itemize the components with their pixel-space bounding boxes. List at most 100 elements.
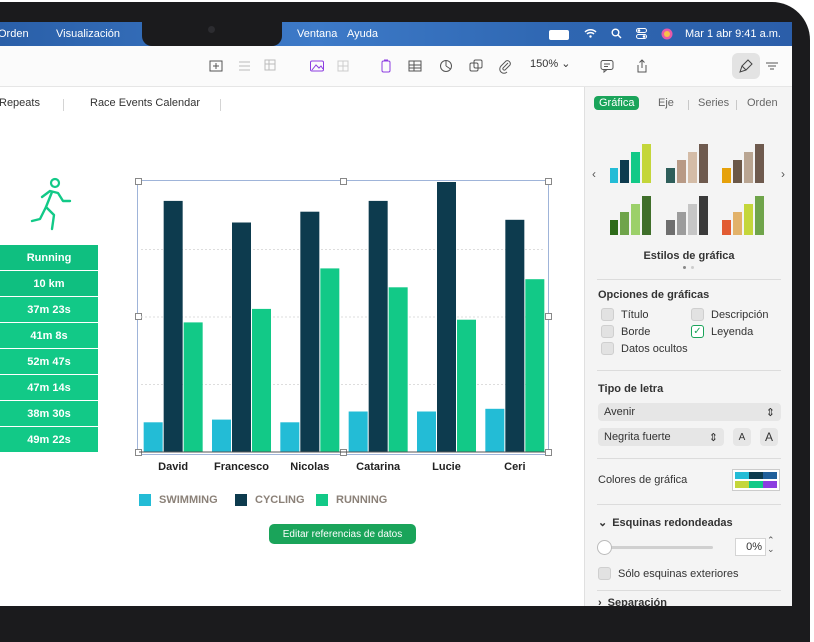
chevron-right-icon[interactable]: › [781,167,785,181]
bar-cycling-lucie[interactable] [437,182,456,452]
list-icon[interactable] [234,56,254,76]
checkbox-checked[interactable]: ✓ [691,325,704,338]
bar-cycling-francesco[interactable] [232,222,251,453]
table-row[interactable]: 47m 14s [0,375,98,401]
decrease-font-size-button[interactable]: A [733,428,751,446]
page-dot-active[interactable] [683,266,686,269]
siri-icon[interactable] [661,28,673,43]
bar-swimming-lucie[interactable] [417,411,436,453]
slider-knob[interactable] [597,540,612,555]
gap-heading[interactable]: › Separación [598,597,667,606]
table-icon[interactable] [405,56,425,76]
rounded-corners-input[interactable]: 0% [735,538,766,556]
font-style-select[interactable]: Negrita fuerte ⇕ [598,428,724,446]
font-name-select[interactable]: Avenir ⇕ [598,403,781,421]
increase-font-size-button[interactable]: A [760,428,778,446]
bar-running-lucie[interactable] [457,319,476,452]
menu-visualizacion[interactable]: Visualización [56,28,121,40]
shape-icon[interactable] [466,56,486,76]
text-box-icon[interactable] [376,56,396,76]
bar-swimming-ceri[interactable] [485,408,505,452]
add-sheet-icon[interactable] [206,56,226,76]
tab-orden[interactable]: Orden [747,97,778,109]
bar-cycling-nicolas[interactable] [300,211,320,452]
bar-chart[interactable]: David Francesco Nicolas Catarina Lucie Ceri [0,22,584,482]
resize-handle[interactable] [545,449,552,456]
resize-handle[interactable] [545,178,552,185]
chart-styles-grid[interactable] [605,119,775,237]
menu-orden[interactable]: Orden [0,28,29,40]
chart-style-6[interactable] [722,196,764,235]
option-title[interactable]: Título [601,308,649,321]
search-icon[interactable] [611,28,622,42]
legend-item-running[interactable]: RUNNING [316,494,387,506]
chart-icon[interactable] [436,56,456,76]
checkbox[interactable] [598,567,611,580]
pivot-icon[interactable] [261,56,281,76]
tab-race-events-calendar[interactable]: Race Events Calendar [90,97,201,109]
bar-cycling-david[interactable] [163,200,183,452]
resize-handle[interactable] [545,313,552,320]
control-center-icon[interactable] [636,28,647,42]
page-dot[interactable] [691,266,694,269]
share-icon[interactable] [632,56,652,76]
table-distance[interactable]: 10 km [0,271,98,297]
checkbox[interactable] [601,325,614,338]
zoom-select[interactable]: 150% ⌄ [530,57,570,70]
table-row[interactable]: 37m 23s [0,297,98,323]
menu-ventana[interactable]: Ventana [297,28,338,40]
option-description[interactable]: Descripción [691,308,768,321]
clock[interactable]: Mar 1 abr 9:41 a.m. [685,28,781,40]
chart-colors-picker[interactable] [732,469,780,491]
bar-swimming-david[interactable] [143,422,163,452]
resize-handle[interactable] [135,178,142,185]
resize-handle[interactable] [340,178,347,185]
media-icon[interactable] [307,56,327,76]
chart-style-3[interactable] [722,144,764,183]
tab-repeats[interactable]: Repeats [0,97,40,109]
comment-icon[interactable] [597,56,617,76]
edit-data-references-button[interactable]: Editar referencias de datos [269,524,416,544]
bar-running-david[interactable] [183,322,203,452]
option-border[interactable]: Borde [601,325,650,338]
battery-icon[interactable] [549,30,569,40]
grid-icon[interactable] [333,56,353,76]
format-brush-icon[interactable] [736,56,756,76]
bar-running-catarina[interactable] [388,287,408,452]
rounded-corners-heading[interactable]: ⌄ Esquinas redondeadas [598,516,733,529]
checkbox[interactable] [691,308,704,321]
chevron-left-icon[interactable]: ‹ [592,167,596,181]
tab-eje[interactable]: Eje [658,97,674,109]
bar-swimming-francesco[interactable] [212,419,231,452]
table-row[interactable]: 38m 30s [0,401,98,427]
table-row[interactable]: 49m 22s [0,427,98,453]
chart-style-5[interactable] [666,196,708,235]
table-row[interactable]: 41m 8s [0,323,98,349]
legend-item-swimming[interactable]: SWIMMING [139,494,218,506]
table-row[interactable]: 52m 47s [0,349,98,375]
bar-cycling-catarina[interactable] [368,200,388,452]
legend-item-cycling[interactable]: CYCLING [235,494,305,506]
checkbox[interactable] [601,308,614,321]
bar-swimming-catarina[interactable] [348,411,368,453]
tab-grafica[interactable]: Gráfica [594,96,640,110]
option-legend[interactable]: ✓ Leyenda [691,325,753,338]
checkbox[interactable] [601,342,614,355]
option-outer-corners-only[interactable]: Sólo esquinas exteriores [598,567,738,580]
table-header[interactable]: Running [0,245,98,271]
stepper[interactable]: ⌃ ⌄ [767,535,775,554]
bar-swimming-nicolas[interactable] [280,422,300,452]
chart-style-4[interactable] [610,196,651,235]
rounded-corners-slider[interactable] [603,546,713,549]
bar-running-ceri[interactable] [525,279,545,452]
bar-cycling-ceri[interactable] [505,219,525,452]
menu-ayuda[interactable]: Ayuda [347,28,378,40]
chart-style-1[interactable] [610,144,651,183]
option-hidden-data[interactable]: Datos ocultos [601,342,688,355]
organize-icon[interactable] [762,56,782,76]
tab-series[interactable]: Series [698,97,730,109]
attachment-icon[interactable] [495,56,515,76]
bar-running-nicolas[interactable] [320,268,340,452]
wifi-icon[interactable] [584,28,597,41]
bar-running-francesco[interactable] [252,308,271,452]
